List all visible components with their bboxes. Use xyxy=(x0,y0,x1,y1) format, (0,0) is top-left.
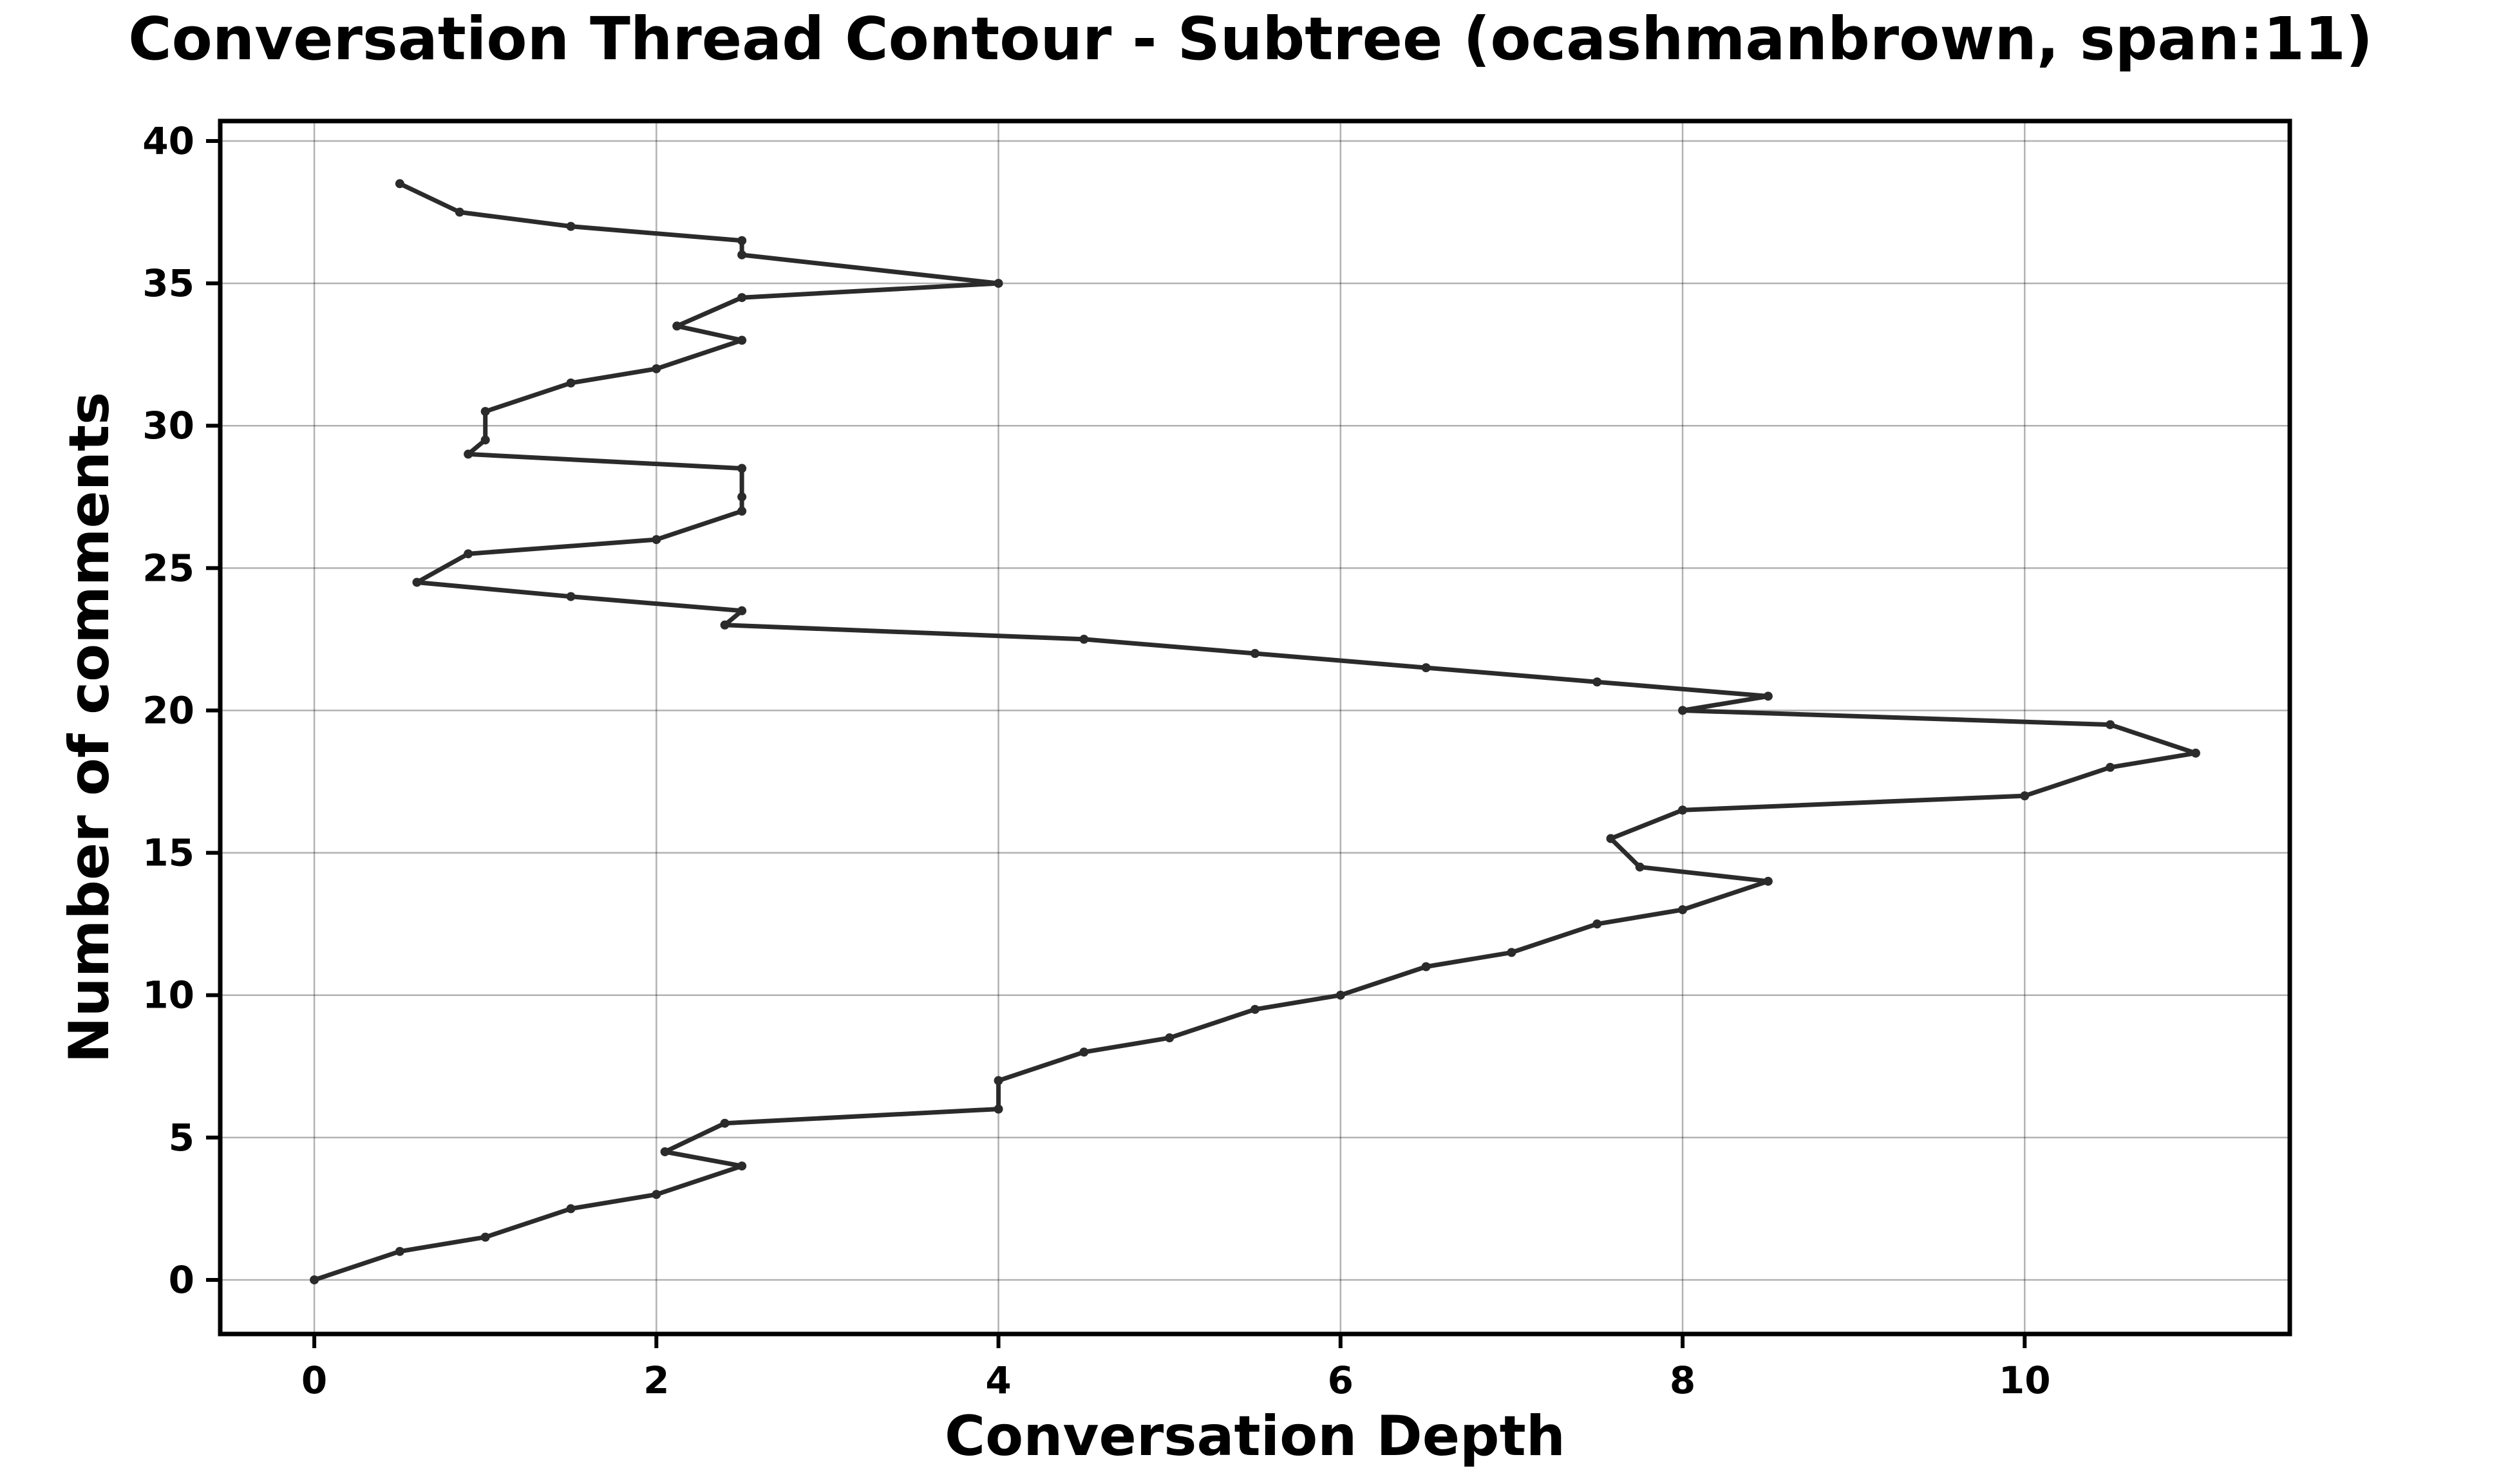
data-point xyxy=(1165,1033,1175,1043)
x-tick-label: 4 xyxy=(985,1358,1011,1402)
data-point xyxy=(310,1275,319,1284)
data-point xyxy=(652,364,661,373)
data-point xyxy=(994,1076,1003,1085)
x-tick-label: 8 xyxy=(1670,1358,1695,1402)
data-point xyxy=(1678,805,1688,815)
data-point xyxy=(737,492,747,502)
data-point xyxy=(412,578,422,587)
data-point xyxy=(395,179,404,189)
data-point xyxy=(566,378,576,388)
data-point xyxy=(652,535,661,545)
data-point xyxy=(1335,990,1345,1000)
data-point xyxy=(566,1204,576,1214)
data-point xyxy=(660,1147,670,1156)
data-point xyxy=(2106,762,2115,772)
grid xyxy=(220,121,2290,1334)
y-tick-label: 30 xyxy=(142,404,194,447)
y-tick-label: 5 xyxy=(169,1116,194,1160)
data-point xyxy=(1606,834,1616,843)
data-point xyxy=(2191,748,2200,758)
y-tick-label: 0 xyxy=(169,1258,194,1302)
data-point xyxy=(737,606,747,615)
y-tick-label: 10 xyxy=(142,973,194,1017)
data-point xyxy=(1763,691,1773,701)
data-point xyxy=(737,506,747,516)
plot-frame xyxy=(218,118,2292,1337)
y-tick-label: 20 xyxy=(142,688,194,732)
data-point xyxy=(737,236,747,245)
x-tick-label: 6 xyxy=(1328,1358,1354,1402)
data-point xyxy=(994,1104,1003,1114)
data-point xyxy=(1079,1047,1089,1057)
data-point xyxy=(1079,634,1089,644)
data-point xyxy=(1592,919,1602,929)
data-point xyxy=(737,335,747,345)
data-point xyxy=(1678,905,1688,915)
data-point xyxy=(1635,862,1645,872)
chart-title: Conversation Thread Contour - Subtree (o… xyxy=(128,5,2373,73)
x-axis-label: Conversation Depth xyxy=(945,1404,1565,1469)
data-point xyxy=(395,1246,404,1256)
data-point xyxy=(480,1232,490,1242)
data-point xyxy=(737,464,747,473)
data-point xyxy=(566,592,576,601)
data-point xyxy=(2106,720,2115,729)
y-tick-label: 25 xyxy=(142,546,194,590)
data-point xyxy=(652,1190,661,1199)
data-point xyxy=(720,620,730,630)
data-point xyxy=(672,321,682,331)
data-point xyxy=(1250,1004,1260,1014)
axis-ticks: 0 2 4 6 8 10 0 5 10 15 20 25 30 35 40 xyxy=(142,119,2050,1402)
data-point xyxy=(464,449,473,459)
x-tick-label: 10 xyxy=(1999,1358,2051,1402)
data-point xyxy=(1763,876,1773,886)
data-point xyxy=(1592,677,1602,687)
x-tick-label: 0 xyxy=(301,1358,327,1402)
data-point xyxy=(1678,706,1688,715)
x-tick-label: 2 xyxy=(643,1358,669,1402)
data-point xyxy=(720,1118,730,1128)
data-point xyxy=(566,221,576,231)
data-point xyxy=(464,549,473,559)
y-tick-label: 35 xyxy=(142,261,194,305)
data-point xyxy=(1507,948,1516,957)
data-point xyxy=(480,435,490,445)
data-point xyxy=(1421,962,1431,972)
data-point xyxy=(1250,649,1260,659)
data-point xyxy=(455,207,464,217)
y-tick-label: 15 xyxy=(142,831,194,875)
data-point xyxy=(1421,663,1431,673)
data-point xyxy=(737,293,747,303)
y-axis-label: Number of comments xyxy=(57,392,122,1064)
data-point xyxy=(994,279,1003,288)
data-point xyxy=(480,407,490,417)
data-point xyxy=(2020,791,2030,801)
data-point xyxy=(737,250,747,259)
y-tick-label: 40 xyxy=(142,119,194,163)
data-point xyxy=(737,1161,747,1171)
plot-area xyxy=(310,179,2200,1284)
